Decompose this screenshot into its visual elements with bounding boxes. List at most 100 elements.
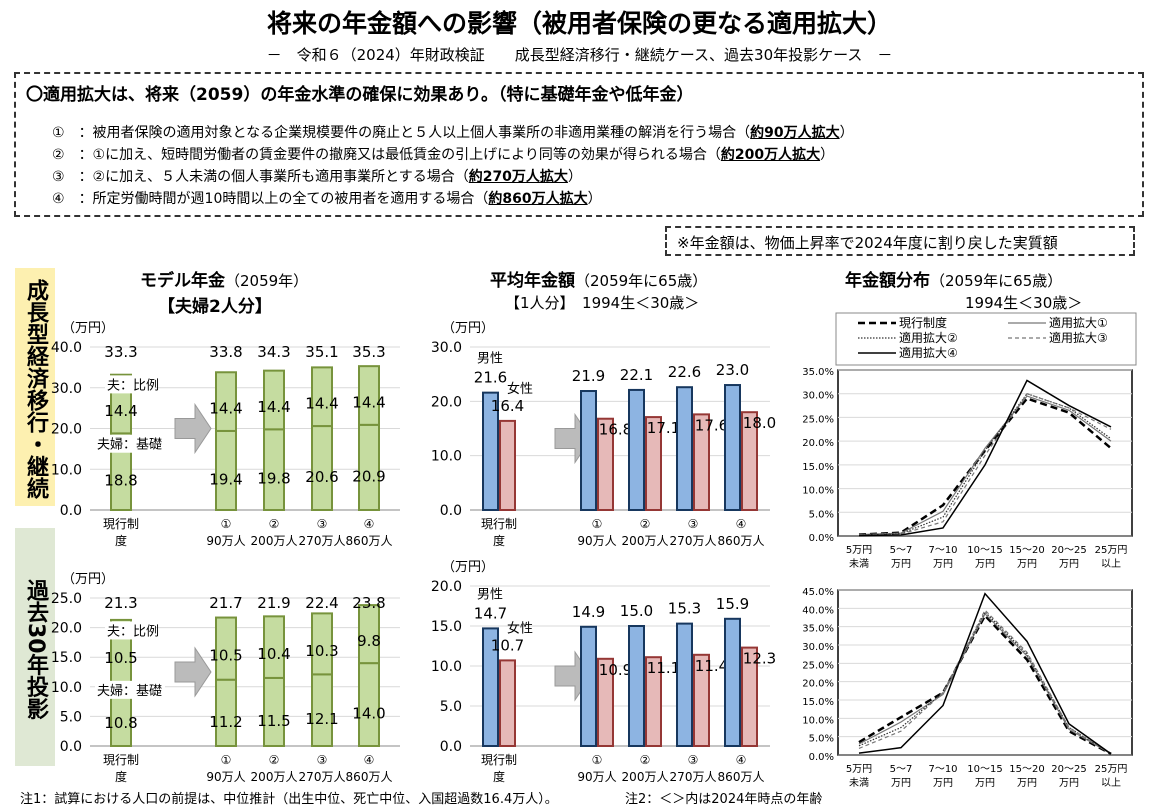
category-label: 度	[115, 533, 127, 548]
category-label: 万円	[933, 559, 953, 570]
data-label-female: 16.4	[491, 397, 524, 415]
category-label: 860万人	[346, 534, 393, 548]
summary-item: ② ：①に加え、短時間労働者の賃金要件の撤廃又は最低賃金の引上げにより同等の効果…	[52, 147, 835, 163]
y-unit-label: （万円）	[62, 572, 114, 587]
y-tick-label: 40.0	[51, 340, 82, 356]
plot-area	[837, 369, 1133, 537]
data-label: 18.8	[104, 472, 137, 490]
y-tick-label: 10.0%	[802, 715, 834, 726]
data-label: 19.8	[257, 470, 290, 488]
model-pension-subtitle: 【夫婦2人分】	[158, 297, 272, 317]
y-tick-label: 10.0%	[802, 486, 834, 497]
data-label: 11.5	[257, 712, 290, 730]
bar-male	[724, 384, 741, 511]
data-label-female: 17.1	[647, 419, 680, 437]
annotation-bg	[95, 434, 165, 453]
category-label: 20～25	[1051, 764, 1086, 775]
total-label: 21.9	[257, 594, 290, 612]
category-label: ②	[269, 753, 280, 767]
y-tick-label: 35.0%	[802, 367, 834, 378]
y-unit-label: （万円）	[442, 321, 494, 336]
category-label: 90万人	[206, 770, 245, 784]
category-label: 万円	[975, 778, 995, 789]
bar-segment-proportional	[311, 612, 333, 676]
y-unit-label: （万円）	[62, 321, 114, 336]
data-label: 20.9	[352, 467, 385, 485]
y-tick-label: 15.0%	[802, 697, 834, 708]
category-label: 200万人	[251, 770, 298, 784]
y-tick-label: 30.0	[51, 381, 82, 397]
data-label-male: 14.7	[474, 604, 507, 622]
data-label: 14.0	[352, 705, 385, 723]
y-tick-label: 0.0	[60, 739, 82, 755]
bar-female	[499, 659, 516, 748]
data-label-female: 18.0	[743, 414, 776, 432]
y-tick-label: 40.0%	[802, 605, 834, 616]
dist-subtitle: 1994生＜30歳＞	[965, 294, 1083, 312]
data-label: 19.4	[209, 470, 242, 488]
bar-female	[597, 417, 614, 511]
category-label: ①	[592, 517, 603, 531]
legend-label: 適用拡大②	[899, 330, 958, 345]
y-tick-label: 10.0	[51, 462, 82, 478]
category-label: 90万人	[206, 534, 245, 548]
total-label: 35.3	[352, 343, 385, 361]
category-label: ④	[364, 517, 375, 531]
category-label: ②	[269, 517, 280, 531]
bar-male	[724, 617, 741, 747]
category-label: 現行制	[481, 753, 517, 767]
bar-segment-proportional	[215, 371, 237, 432]
category-label: 860万人	[346, 770, 393, 784]
legend-label: 適用拡大①	[1049, 315, 1108, 330]
avg-pension-subtitle: 【1人分】 1994生＜30歳＞	[505, 294, 700, 312]
y-tick-label: 15.0%	[802, 462, 834, 473]
category-label: ④	[736, 517, 747, 531]
y-tick-label: 0.0	[440, 503, 462, 519]
total-label: 34.3	[257, 343, 290, 361]
category-label: 度	[115, 769, 127, 784]
category-label: 未満	[849, 558, 869, 570]
summary-item: ③ ：②に加え、５人未満の個人事業所も適用事業所とする場合（約270万人拡大）	[52, 169, 582, 185]
category-label: 万円	[1059, 559, 1079, 570]
data-label: 14.4	[305, 395, 338, 413]
y-tick-label: 20.0%	[802, 438, 834, 449]
category-label: 860万人	[718, 534, 765, 548]
y-tick-label: 25.0%	[802, 660, 834, 671]
y-tick-label: 10.0	[431, 449, 462, 465]
side-label-past: 過去30年投影	[15, 528, 55, 766]
category-label: 270万人	[670, 770, 717, 784]
footnote-2: 注2：＜＞内は2024年時点の年齢	[625, 792, 823, 807]
arrow-icon	[174, 402, 212, 455]
category-label: 270万人	[299, 534, 346, 548]
y-tick-label: 30.0%	[802, 642, 834, 653]
line-series-4	[858, 392, 1112, 536]
bar-male	[580, 390, 597, 512]
line-series-5	[858, 592, 1112, 755]
category-label: ②	[640, 753, 651, 767]
data-label-male: 14.9	[572, 603, 605, 621]
line-series-5	[858, 379, 1112, 537]
line-series-2	[858, 612, 1112, 755]
bar-female	[645, 416, 662, 511]
category-label: 5万円	[846, 545, 872, 556]
bar-female	[645, 656, 662, 748]
data-label-male: 23.0	[716, 361, 749, 379]
data-label: 14.4	[257, 398, 290, 416]
data-label-female: 11.4	[695, 657, 728, 675]
category-label: 5～7	[890, 764, 913, 775]
summary-box: 〇適用拡大は、将来（2059）の年金水準の確保に効果あり。（特に基礎年金や低年金…	[14, 72, 1144, 217]
total-label: 35.1	[305, 343, 338, 361]
data-label: 14.4	[209, 400, 242, 418]
total-label: 21.3	[104, 594, 137, 612]
data-label-female: 12.3	[743, 650, 776, 668]
y-tick-label: 0.0	[440, 739, 462, 755]
bar-female	[693, 653, 710, 747]
data-label-female: 17.6	[695, 416, 728, 434]
summary-item: ① ：被用者保険の適用対象となる企業規模要件の廃止と５人以上個人事業所の非適用業…	[52, 125, 854, 141]
category-label: 万円	[1059, 778, 1079, 789]
total-label: 33.3	[104, 343, 137, 361]
y-tick-label: 5.0%	[809, 509, 834, 520]
category-label: 5～7	[890, 545, 913, 556]
bar-female	[741, 646, 758, 747]
category-label: 度	[493, 533, 505, 548]
